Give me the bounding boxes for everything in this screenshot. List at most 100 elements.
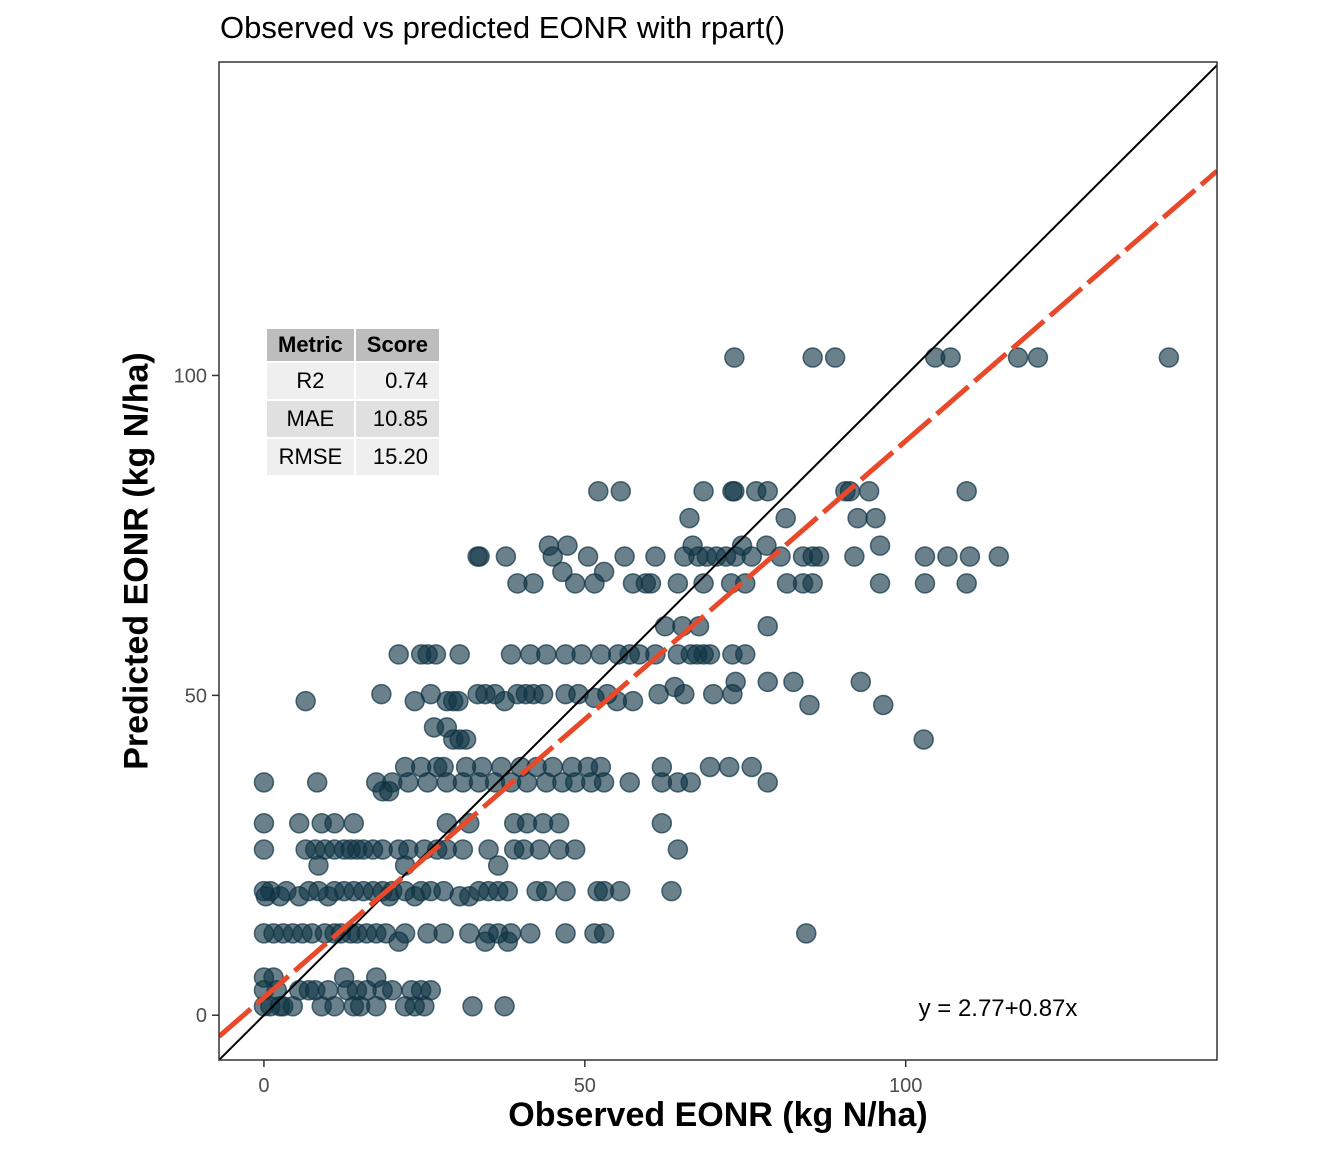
data-point: [674, 683, 695, 705]
data-point: [756, 535, 777, 556]
data-point: [414, 996, 435, 1017]
data-point: [557, 535, 578, 556]
data-point: [757, 481, 778, 502]
data-point: [824, 347, 846, 368]
data-point: [654, 616, 676, 637]
data-point: [680, 772, 701, 793]
data-point: [577, 546, 599, 567]
data-point: [324, 813, 345, 834]
data-point: [718, 756, 740, 778]
data-point: [735, 644, 756, 665]
data-point: [850, 671, 872, 693]
points-layer: [253, 347, 1180, 1017]
y-axis: 0 50 100: [174, 365, 219, 1027]
y-tick-label: 0: [196, 1005, 207, 1027]
data-point: [741, 546, 762, 567]
data-point: [795, 923, 817, 944]
x-tick-label: 0: [258, 1075, 269, 1097]
data-point: [548, 813, 570, 834]
data-point: [610, 481, 632, 502]
data-point: [802, 347, 823, 368]
data-point: [873, 694, 894, 716]
data-point: [495, 546, 517, 567]
data-point: [343, 813, 365, 834]
data-point: [956, 481, 977, 502]
data-point: [741, 756, 762, 778]
data-point: [448, 690, 469, 712]
data-point: [388, 931, 409, 952]
data-point: [452, 839, 474, 860]
data-point: [382, 980, 403, 1001]
metrics-row-rmse: RMSE 15.20: [267, 439, 439, 475]
metric-score: 15.20: [355, 439, 439, 475]
data-point: [536, 644, 557, 665]
data-point: [808, 546, 830, 567]
data-point: [272, 996, 294, 1017]
data-point: [532, 683, 554, 705]
data-point: [799, 694, 820, 716]
data-point: [253, 772, 275, 793]
data-point: [622, 690, 644, 712]
data-point: [783, 671, 804, 693]
data-point: [555, 923, 576, 944]
data-point: [956, 573, 977, 594]
data-point: [679, 507, 700, 529]
data-point: [724, 347, 745, 368]
data-point: [757, 671, 778, 693]
data-point: [590, 644, 612, 665]
metrics-table-header: Metric Score: [267, 329, 439, 361]
data-point: [699, 756, 721, 778]
data-point: [693, 573, 714, 594]
data-point: [356, 980, 377, 1001]
data-point: [306, 772, 328, 793]
data-point: [593, 561, 615, 583]
data-point: [388, 644, 409, 665]
data-point: [487, 855, 509, 876]
data-point: [725, 671, 746, 693]
data-point: [693, 481, 714, 502]
data-point: [645, 546, 666, 567]
data-point: [564, 573, 586, 594]
panel-border: [218, 61, 1218, 1061]
y-tick-label: 100: [174, 365, 207, 387]
data-point: [614, 546, 635, 567]
data-point: [757, 616, 778, 637]
data-point: [702, 683, 724, 705]
lines-layer: [219, 64, 1217, 1060]
data-point: [661, 880, 682, 902]
metric-score: 10.85: [355, 401, 439, 437]
data-point: [253, 839, 275, 860]
data-point: [667, 839, 689, 860]
data-point: [491, 756, 512, 778]
data-point: [471, 756, 493, 778]
data-point: [869, 535, 891, 556]
data-point: [552, 561, 573, 583]
data-point: [564, 839, 586, 860]
data-point: [433, 923, 454, 944]
data-point: [940, 347, 961, 368]
data-point: [497, 931, 519, 952]
data-point: [588, 481, 609, 502]
metric-score: 0.74: [355, 363, 439, 399]
metrics-row-mae: MAE 10.85: [267, 401, 439, 437]
data-point: [520, 923, 541, 944]
data-point: [478, 839, 499, 860]
data-point: [536, 880, 557, 902]
data-point: [590, 756, 612, 778]
data-point: [500, 644, 522, 665]
data-point: [462, 996, 483, 1017]
data-point: [371, 683, 392, 705]
data-point: [497, 880, 519, 902]
data-point: [844, 546, 865, 567]
data-point: [802, 573, 823, 594]
x-axis-label: Observed EONR (kg N/ha): [508, 1096, 928, 1134]
data-point: [404, 885, 425, 907]
metric-name: R2: [267, 363, 354, 399]
data-point: [529, 839, 551, 860]
fit-equation-annotation: y = 2.77+0.87x: [919, 995, 1078, 1022]
data-point: [914, 573, 936, 594]
data-point: [365, 996, 387, 1017]
data-point: [308, 855, 329, 876]
data-point: [775, 507, 796, 529]
